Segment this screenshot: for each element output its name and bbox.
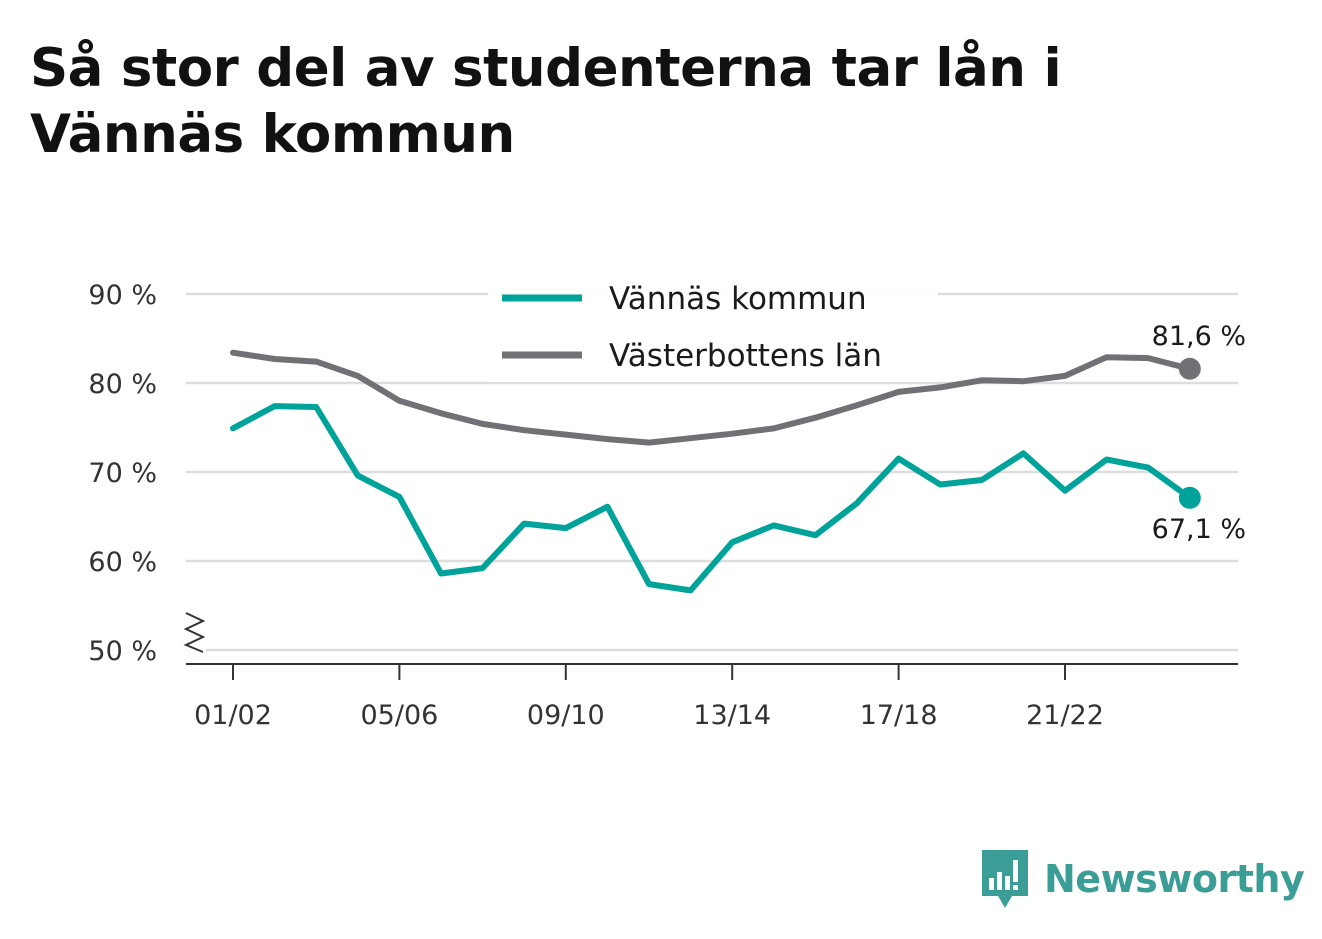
legend-label: Vännäs kommun	[609, 281, 867, 317]
x-axis-ticks: 01/02 05/06 09/10 13/14 17/18 21/22	[194, 664, 1104, 731]
series-endpoint-marker	[1178, 486, 1201, 509]
y-tick-label: 70 %	[88, 458, 157, 489]
x-tick-label: 21/22	[1026, 700, 1104, 731]
y-tick-label: 60 %	[88, 547, 157, 578]
y-tick-label: 90 %	[88, 280, 157, 311]
x-tick-label: 01/02	[194, 700, 272, 731]
legend-label: Västerbottens län	[609, 338, 882, 374]
x-tick-label: 13/14	[693, 700, 771, 731]
brand-logo: Newsworthy	[980, 848, 1305, 910]
y-tick-label: 50 %	[88, 636, 157, 667]
x-tick-label: 17/18	[860, 700, 938, 731]
legend: Vännäs kommun Västerbottens län	[488, 268, 938, 382]
series-endpoint-marker	[1178, 357, 1201, 380]
brand-name: Newsworthy	[1044, 857, 1305, 901]
series-end-label: 67,1 %	[1152, 514, 1246, 545]
grid-lines	[186, 292, 1238, 652]
x-tick-label: 05/06	[360, 700, 438, 731]
newsworthy-logo-icon	[982, 850, 1028, 908]
y-axis-ticks: 50 % 60 % 70 % 80 % 90 %	[88, 280, 157, 667]
y-tick-label: 80 %	[88, 369, 157, 400]
series-end-label: 81,6 %	[1152, 321, 1246, 352]
x-tick-label: 09/10	[527, 700, 605, 731]
series-endpoints: 67,1 % 81,6 %	[1152, 321, 1246, 545]
chart-title: Så stor del av studenterna tar lån i Vän…	[30, 38, 1062, 165]
series-line-vasterbottens-lan	[230, 349, 1193, 446]
series-line-vannas-kommun	[230, 403, 1193, 594]
y-axis-break-icon	[183, 612, 206, 653]
legend-background	[488, 268, 938, 382]
series-lines	[230, 349, 1193, 594]
